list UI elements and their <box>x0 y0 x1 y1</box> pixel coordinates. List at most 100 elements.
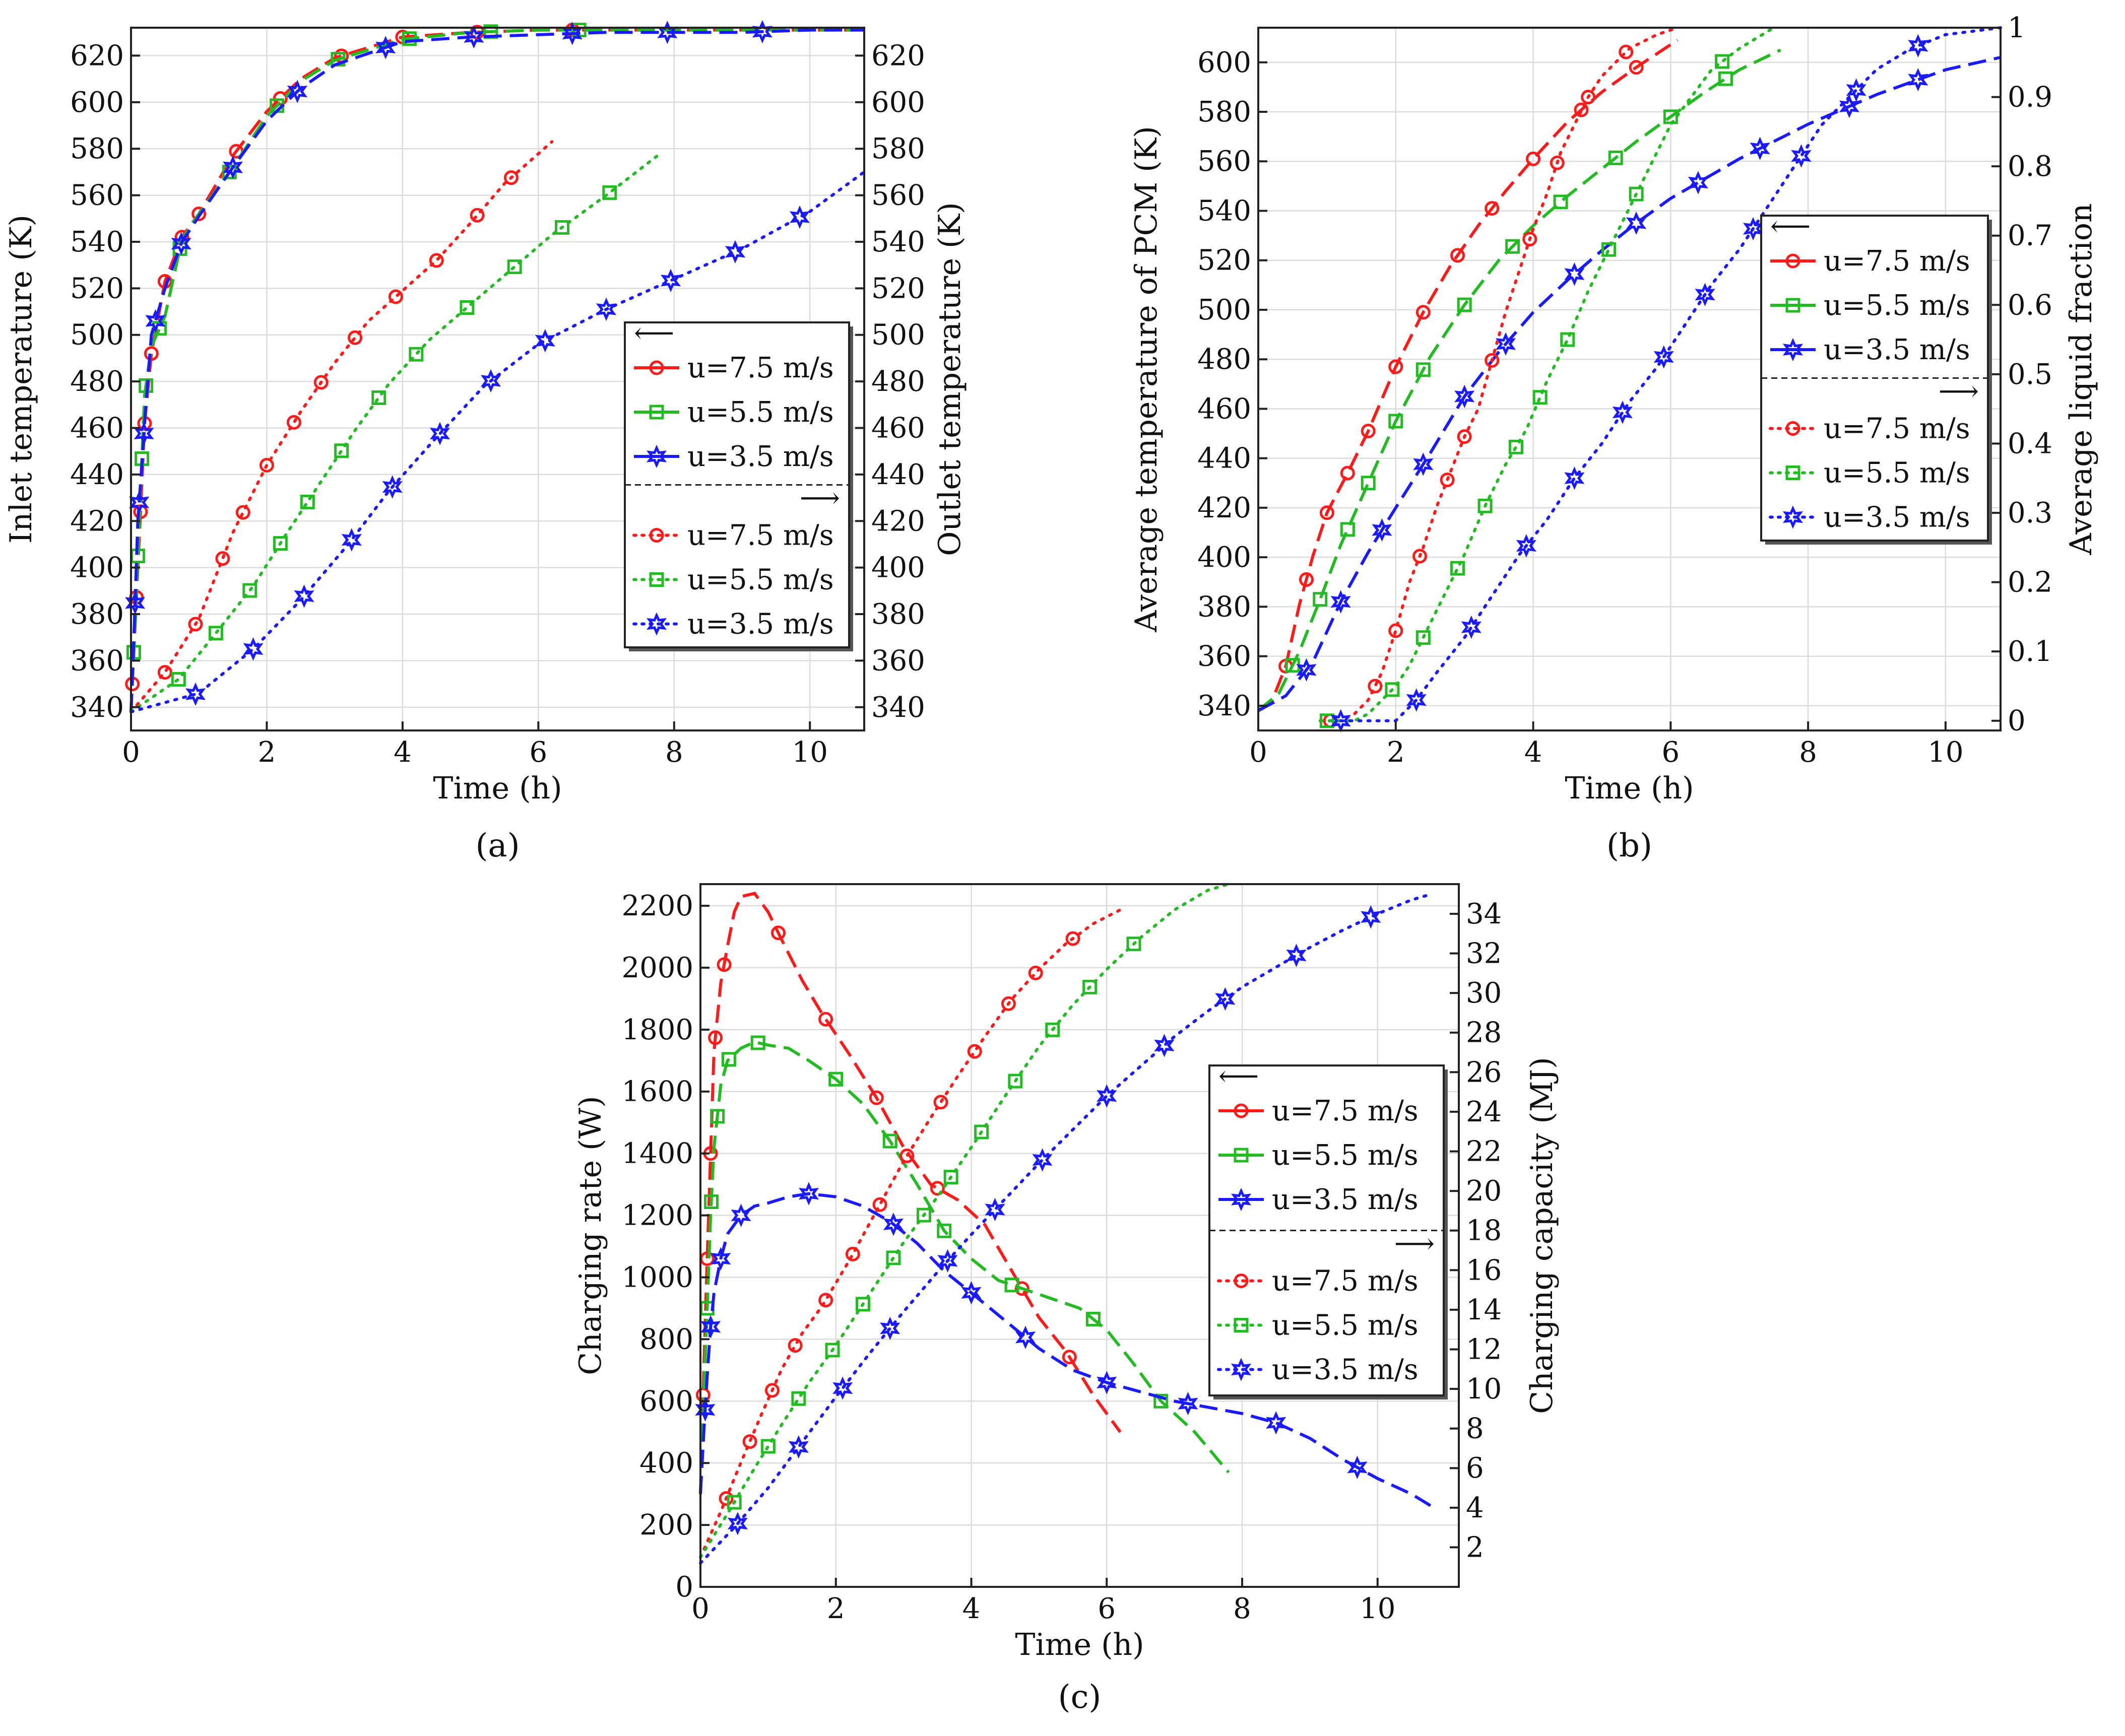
y-right-axis-label: Outlet temperature (K) <box>932 202 968 556</box>
data-point-marker <box>429 422 450 445</box>
data-point-marker <box>1718 71 1733 86</box>
data-point-marker <box>1347 1455 1368 1480</box>
x-tick-label: 8 <box>1233 1592 1251 1625</box>
x-axis-label: Time (h) <box>1015 1627 1144 1662</box>
data-point-marker <box>1154 1034 1175 1057</box>
plot-frame <box>699 883 1460 1588</box>
data-point-marker <box>1296 658 1317 682</box>
data-point-marker <box>134 422 154 445</box>
data-point-marker <box>916 1208 931 1223</box>
data-point-marker <box>1612 400 1633 424</box>
legend-label: u=7.5 m/s <box>687 352 834 384</box>
data-point-marker <box>1461 615 1482 639</box>
legend-swatch-marker <box>649 528 664 543</box>
series-line-red-dashed <box>699 892 1122 1494</box>
y-right-tick-label: 1 <box>2008 12 2026 44</box>
legend-right-axis-arrow: ⟶ <box>1939 375 1979 408</box>
legend-label: u=3.5 m/s <box>1272 1354 1419 1386</box>
data-point-marker <box>1846 78 1866 102</box>
legend-swatch-marker <box>1234 1148 1249 1163</box>
y-right-tick-label: 360 <box>871 644 925 677</box>
x-tick-label: 6 <box>1098 1592 1116 1625</box>
legend-left-axis-arrow: ⟵ <box>1218 1060 1259 1093</box>
y-tick-label: 1800 <box>621 1014 693 1046</box>
data-point-marker <box>1097 1371 1117 1394</box>
y-right-tick-label: 12 <box>1466 1333 1502 1366</box>
legend-right-axis-arrow: ⟶ <box>800 482 840 515</box>
data-point-marker <box>937 1249 958 1273</box>
data-point-marker <box>144 346 159 361</box>
data-point-marker <box>791 1391 806 1406</box>
y-tick-label: 560 <box>70 179 124 212</box>
legend-swatch-marker <box>1785 465 1800 480</box>
legend: ⟵ ⟶ u=7.5 m/s u=5.5 m/s u=3.5 m/s u=7.5 m/s u=… <box>624 317 853 651</box>
y-right-axis-label: Average liquid fraction <box>2064 203 2099 555</box>
data-point-marker <box>708 1030 723 1045</box>
data-point-marker <box>760 1439 776 1454</box>
data-point-marker <box>721 1052 736 1067</box>
data-point-marker <box>1415 305 1431 320</box>
data-point-marker <box>1715 54 1730 69</box>
data-point-marker <box>1522 232 1537 247</box>
data-point-marker <box>1653 345 1674 369</box>
data-point-marker <box>1477 498 1493 513</box>
data-point-marker <box>1629 186 1644 202</box>
y-tick-label: 800 <box>639 1323 693 1356</box>
data-point-marker <box>1340 522 1355 537</box>
data-point-marker <box>933 1095 948 1110</box>
legend-label: u=7.5 m/s <box>687 519 834 552</box>
y-right-tick-label: 400 <box>871 552 925 584</box>
y-tick-label: 360 <box>1197 640 1251 673</box>
x-tick-label: 4 <box>962 1592 981 1625</box>
data-point-marker <box>967 1044 982 1059</box>
legend-swatch-marker <box>1785 253 1800 269</box>
data-point-marker <box>872 1197 887 1212</box>
series-line-green-dotted <box>1318 26 1775 722</box>
y-tick-label: 380 <box>1197 590 1251 623</box>
data-point-marker <box>1560 332 1575 347</box>
y-tick-label: 200 <box>639 1509 693 1542</box>
legend-label: u=3.5 m/s <box>1824 333 1970 366</box>
data-point-marker <box>1266 1411 1286 1435</box>
data-point-marker <box>1413 452 1434 476</box>
y-right-tick-label: 16 <box>1466 1254 1502 1287</box>
legend-swatch-marker <box>649 405 664 420</box>
data-point-marker <box>869 1090 884 1105</box>
data-point-marker <box>464 25 484 49</box>
data-point-marker <box>704 1194 719 1210</box>
y-right-tick-label: 500 <box>871 319 925 352</box>
legend-swatch-marker <box>1231 1187 1252 1212</box>
y-right-tick-label: 460 <box>871 412 925 445</box>
data-point-marker <box>1553 194 1568 210</box>
y-tick-label: 1600 <box>621 1076 693 1108</box>
y-right-tick-label: 420 <box>871 505 925 538</box>
data-point-marker <box>507 259 522 275</box>
data-point-marker <box>1564 466 1585 490</box>
data-point-marker <box>1454 384 1475 409</box>
legend-swatch-marker <box>649 572 664 587</box>
data-point-marker <box>883 1212 904 1236</box>
y-tick-label: 400 <box>1197 541 1251 574</box>
legend-swatch-marker <box>1782 338 1804 362</box>
data-point-marker <box>1608 150 1623 165</box>
x-tick-label: 2 <box>1387 736 1405 769</box>
y-tick-label: 400 <box>639 1447 693 1480</box>
legend-left-axis-arrow: ⟵ <box>1770 210 1811 243</box>
data-point-marker <box>1485 353 1500 368</box>
series-line-red-dotted <box>699 908 1122 1559</box>
data-point-marker <box>402 31 417 46</box>
data-point-marker <box>788 1435 809 1459</box>
series-line-blue-dotted <box>699 892 1434 1565</box>
y-right-tick-label: 24 <box>1466 1096 1502 1128</box>
data-point-marker <box>1450 561 1465 576</box>
legend-label: u=5.5 m/s <box>1272 1309 1419 1342</box>
legend-label: u=3.5 m/s <box>1824 501 1970 534</box>
y-right-tick-label: 340 <box>871 691 925 724</box>
data-point-marker <box>880 1316 900 1340</box>
y-right-tick-label: 28 <box>1466 1017 1502 1049</box>
data-point-marker <box>1062 1350 1077 1365</box>
data-point-marker <box>1516 534 1536 558</box>
data-point-marker <box>788 1338 803 1353</box>
data-point-marker <box>1082 979 1098 994</box>
data-point-marker <box>125 591 146 615</box>
